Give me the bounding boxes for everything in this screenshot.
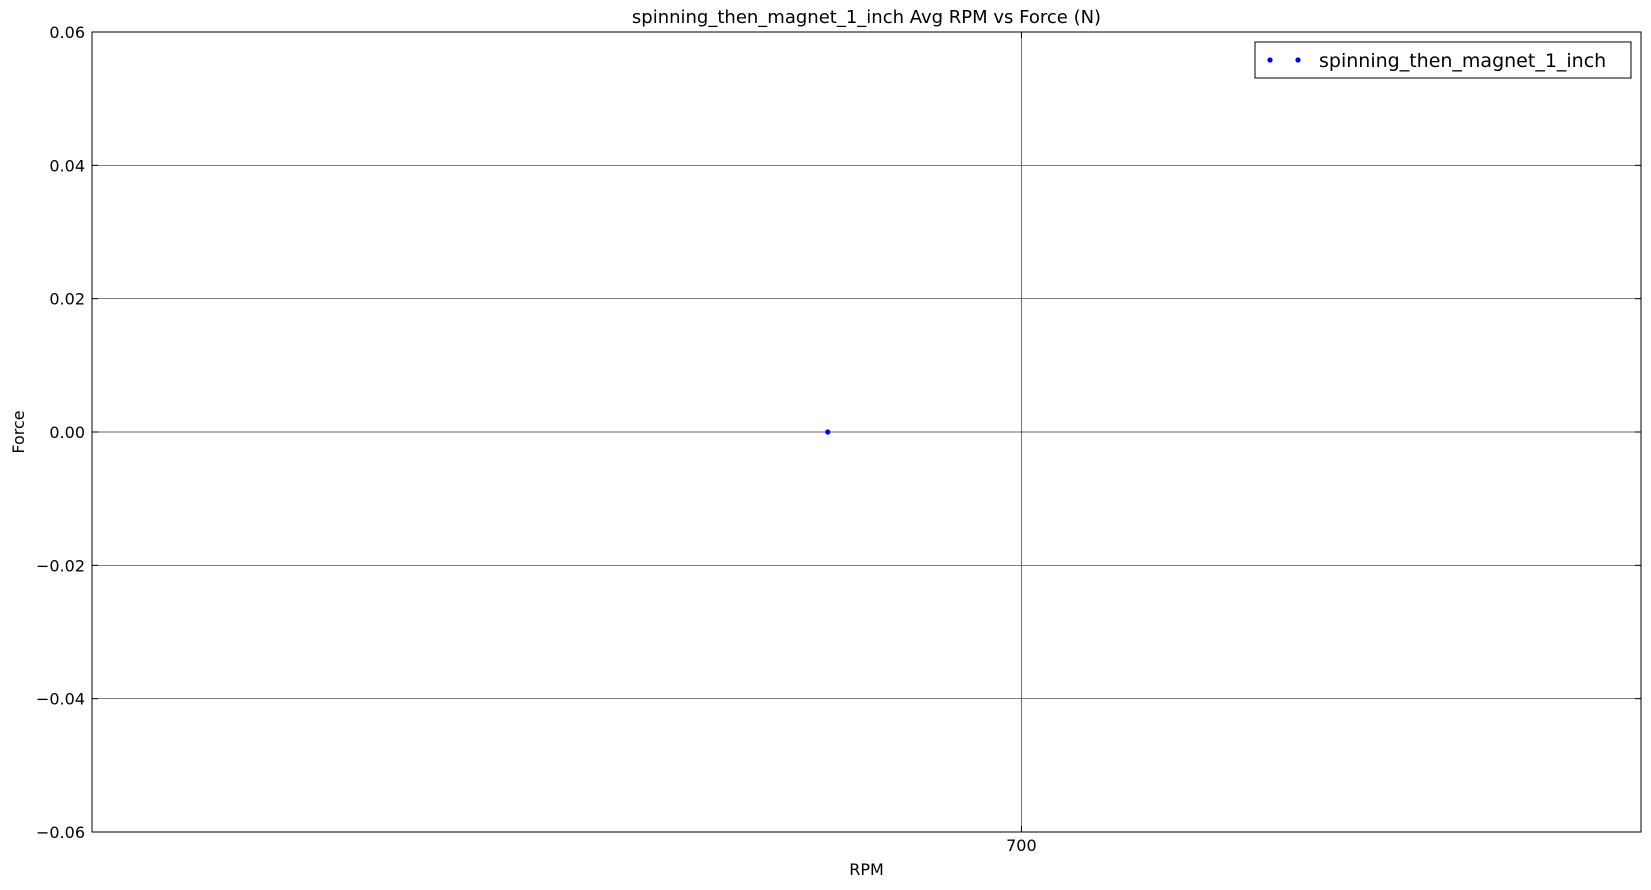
data-point	[825, 429, 831, 435]
y-tick-label: 0.06	[49, 23, 85, 42]
legend-label: spinning_then_magnet_1_inch	[1319, 50, 1606, 72]
grid-lines	[92, 32, 1641, 832]
x-axis-label: RPM	[849, 860, 884, 879]
data-points	[825, 429, 831, 435]
y-tick-label: −0.04	[36, 690, 85, 709]
legend-marker	[1295, 57, 1301, 63]
legend-box	[1254, 41, 1632, 79]
y-axis-label: Force	[9, 410, 28, 453]
x-tick-label: 700	[1006, 836, 1037, 855]
y-tick-label: 0.00	[49, 423, 85, 442]
legend-marker	[1267, 57, 1273, 63]
y-tick-label: −0.02	[36, 556, 85, 575]
legend: spinning_then_magnet_1_inch	[1254, 41, 1632, 79]
axis-ticks: −0.06 −0.04 −0.02 0.00 0.02 0.04 0.06 700	[36, 23, 1641, 855]
y-tick-label: −0.06	[36, 823, 85, 842]
y-tick-label: 0.04	[49, 156, 85, 175]
chart-title: spinning_then_magnet_1_inch Avg RPM vs F…	[632, 7, 1101, 28]
y-tick-label: 0.02	[49, 290, 85, 309]
